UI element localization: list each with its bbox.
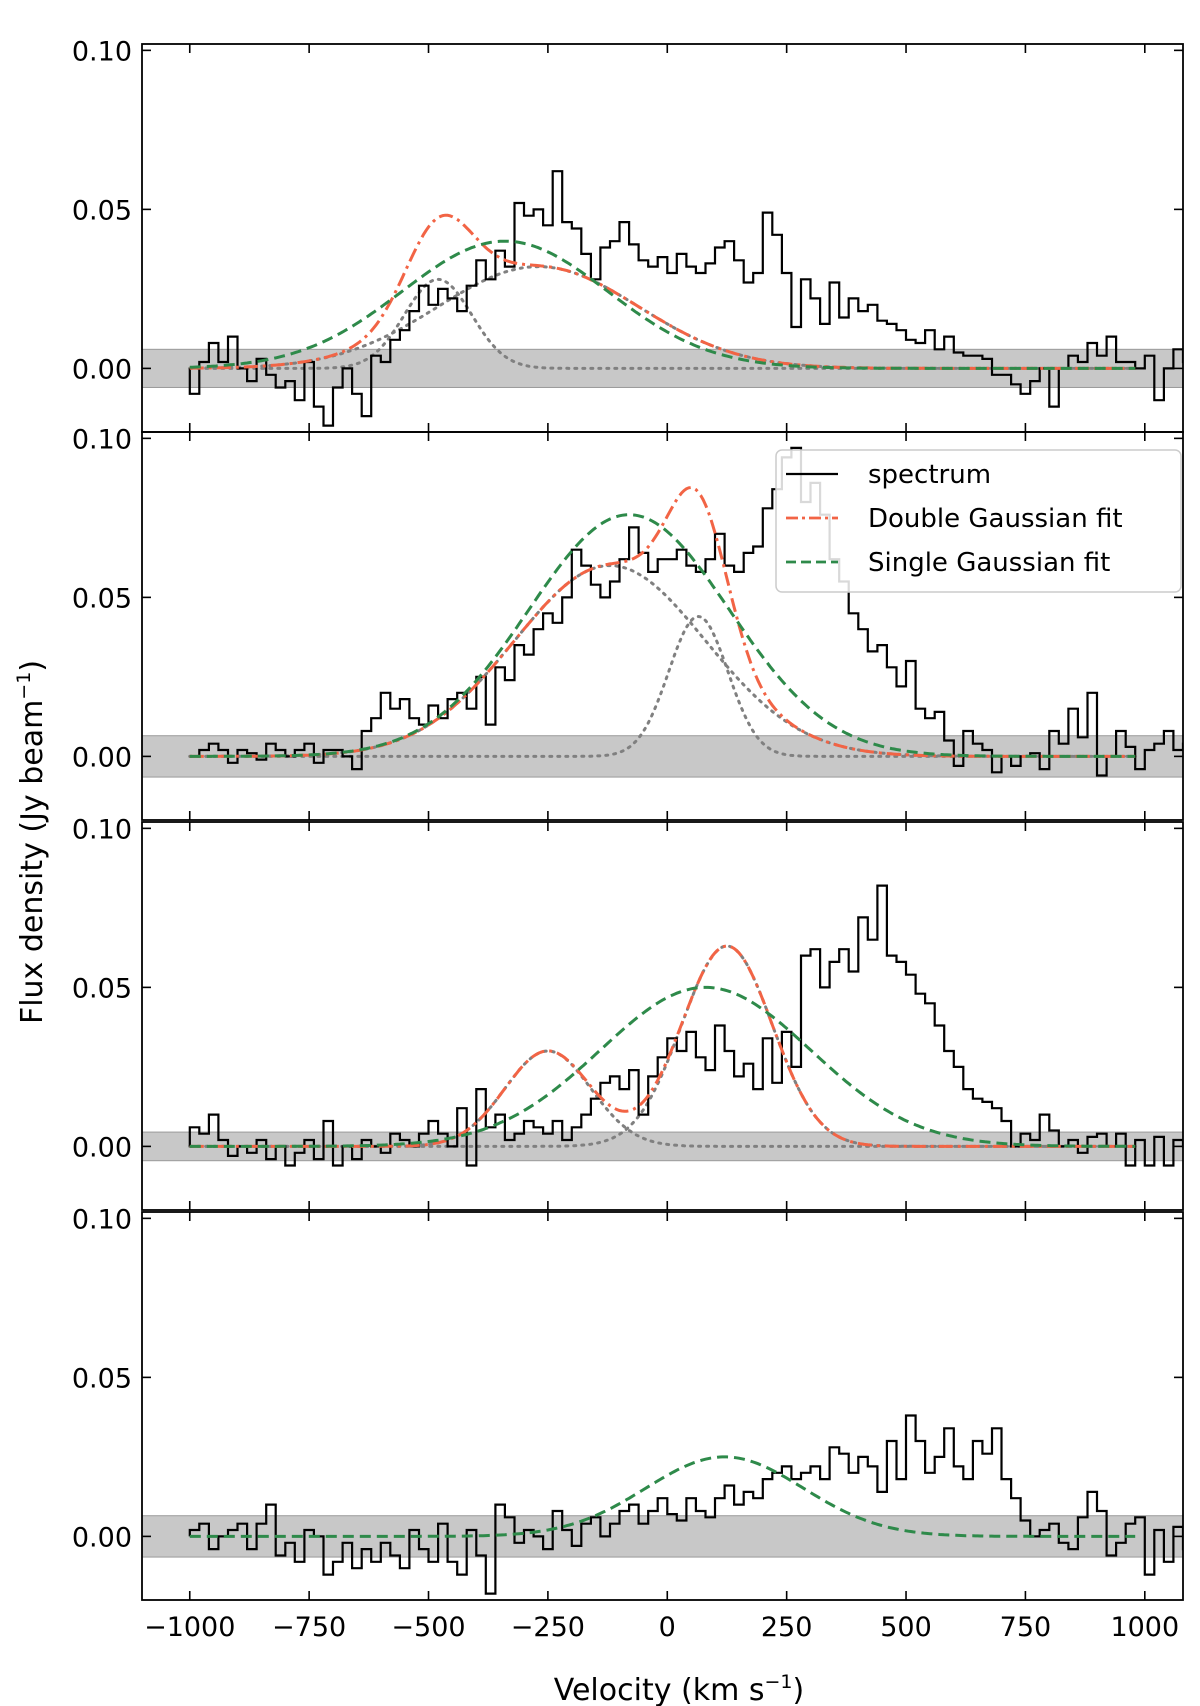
double-gaussian-fit	[189, 944, 1136, 1148]
y-tick-label: 0.00	[72, 1132, 132, 1163]
y-tick-label: 0.05	[72, 973, 132, 1004]
x-tick-label: −1000	[144, 1612, 235, 1643]
legend-label-single-fit: Single Gaussian fit	[868, 548, 1110, 578]
x-axis-title-exponent: −1	[764, 1671, 792, 1693]
panel-frame	[141, 821, 1184, 1211]
y-tick-label: 0.00	[72, 742, 132, 773]
panel-2: 0.00 0.05 0.10	[72, 424, 1184, 821]
x-tick-label: 1000	[1110, 1612, 1179, 1643]
double-gaussian-fit	[189, 213, 1136, 370]
x-tick-label: −500	[391, 1612, 465, 1643]
x-tick-label: 250	[761, 1612, 813, 1643]
y-axis-title-close: )	[15, 660, 50, 672]
plot-area	[142, 884, 1183, 1167]
x-axis-title-main: Velocity (km s	[554, 1673, 765, 1706]
single-gaussian-fit	[189, 985, 1136, 1148]
y-axis-title-exponent: −1	[13, 672, 35, 700]
panel-frame	[141, 431, 1184, 821]
x-axis-title: Velocity (km s−1)	[554, 1671, 804, 1706]
spectrum-histogram	[188, 1414, 1183, 1595]
legend-label-double-fit: Double Gaussian fit	[868, 504, 1123, 534]
y-axis-title-main: Flux density (Jy beam	[15, 700, 50, 1024]
x-tick-label: 750	[1000, 1612, 1052, 1643]
single-gaussian-fit	[189, 239, 1136, 370]
y-tick-label: 0.10	[72, 424, 132, 455]
legend: spectrum Double Gaussian fit Single Gaus…	[775, 449, 1182, 593]
x-tick-label: 500	[880, 1612, 932, 1643]
component-curve-2	[188, 944, 1137, 1148]
y-tick-label: 0.05	[72, 1363, 132, 1394]
x-tick-label: −250	[511, 1612, 585, 1643]
y-tick-label: 0.10	[72, 814, 132, 845]
panel-4: 0.00 0.05 0.10 −1000 −750 −500 −250 0 250 500 750 1…	[72, 1204, 1184, 1643]
single-gaussian-fit	[189, 513, 1136, 758]
y-tick-label: 0.00	[72, 1522, 132, 1553]
component-curve-1	[188, 564, 1137, 758]
single-gaussian-fit	[189, 1455, 1136, 1538]
y-tick-label: 0.05	[72, 195, 132, 226]
y-tick-label: 0.10	[72, 36, 132, 67]
y-axis-title: Flux density (Jy beam−1)	[13, 660, 50, 1024]
y-tick-label: 0.00	[72, 354, 132, 385]
panel-1: 0.00 0.05 0.10	[72, 36, 1184, 433]
panel-frame	[141, 1211, 1184, 1601]
plot-area	[142, 1414, 1183, 1595]
spectrum-histogram	[188, 884, 1183, 1167]
x-axis-title-close: )	[793, 1673, 805, 1706]
plot-area	[142, 446, 1183, 778]
x-tick-label: −750	[272, 1612, 346, 1643]
y-tick-label: 0.05	[72, 583, 132, 614]
plot-area	[142, 170, 1183, 427]
legend-frame	[775, 449, 1182, 593]
panel-3: 0.00 0.05 0.10	[72, 814, 1184, 1211]
legend-label-spectrum: spectrum	[868, 460, 991, 490]
panels-layer: 0.000.050.100.000.050.100.000.050.100.00…	[72, 36, 1184, 1643]
y-tick-label: 0.10	[72, 1204, 132, 1235]
x-tick-label: 0	[659, 1612, 676, 1643]
spectrum-histogram	[188, 170, 1183, 427]
